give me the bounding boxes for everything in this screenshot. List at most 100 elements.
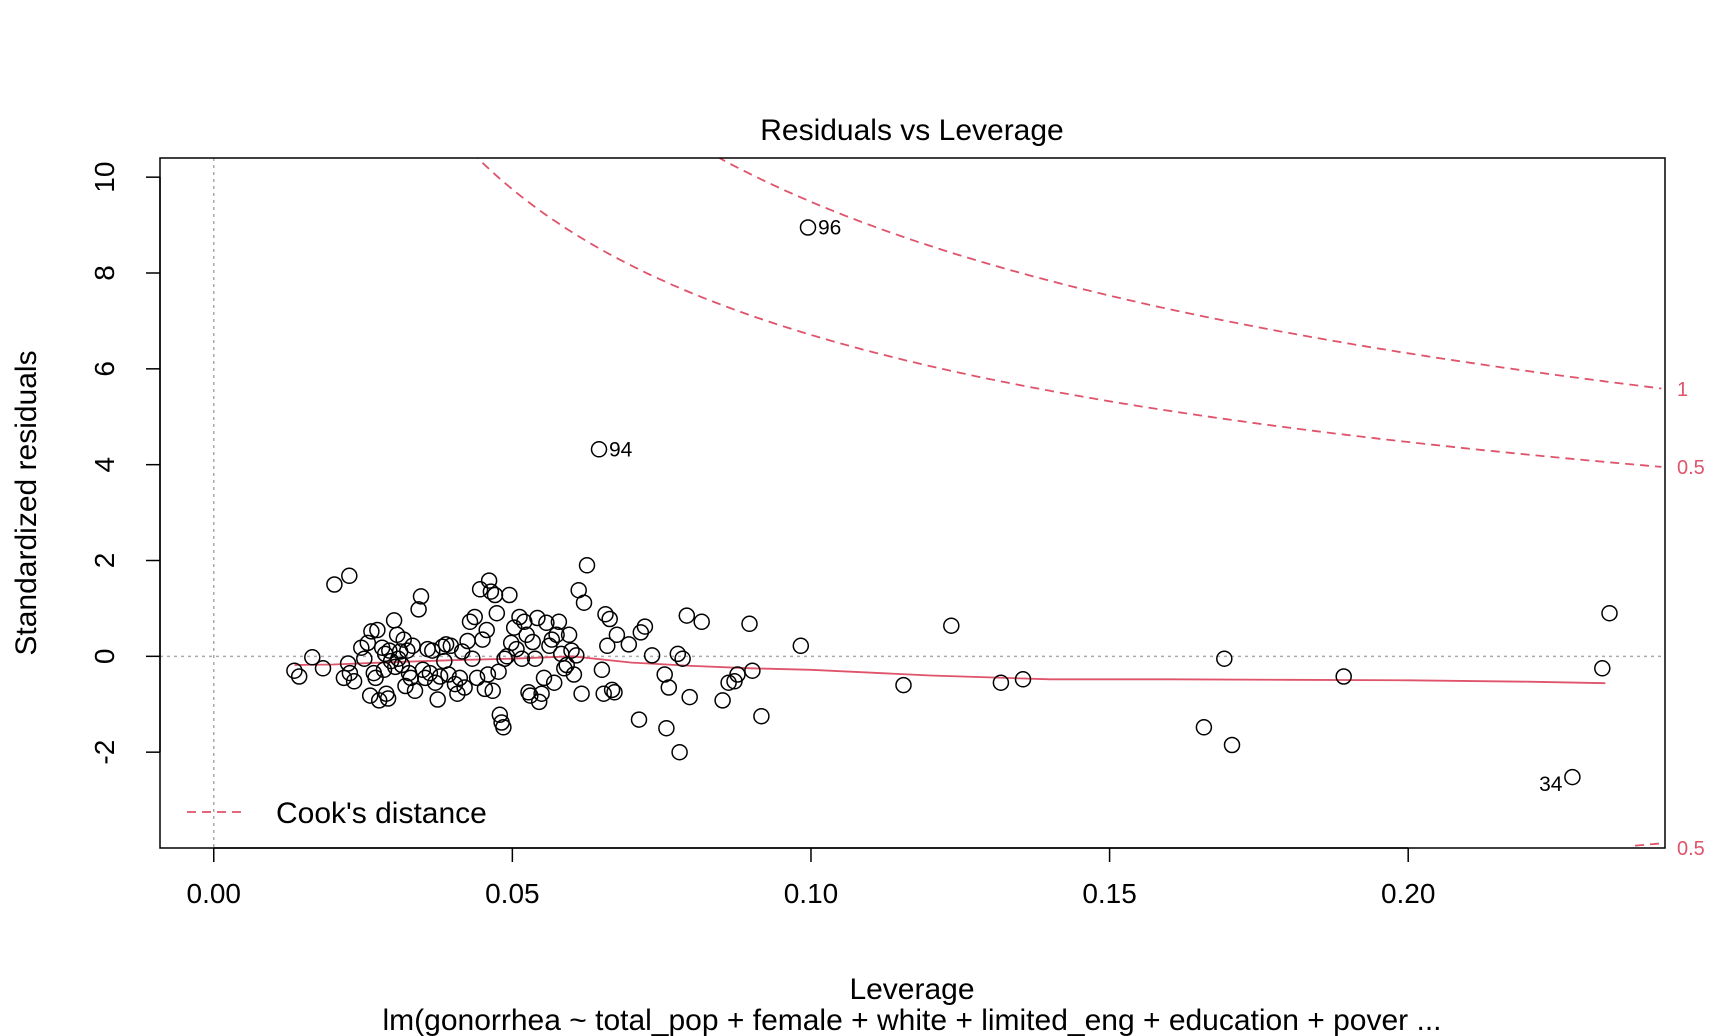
data-point: [385, 612, 403, 629]
cook-distance-curves: [476, 158, 1665, 847]
data-point: [573, 685, 590, 702]
data-point: [508, 640, 525, 658]
data-point: [560, 626, 578, 644]
data-point: [464, 650, 481, 667]
data-point: [511, 608, 528, 626]
cook-level-label: 1: [1677, 379, 1688, 401]
data-point: [556, 660, 573, 677]
data-point: [529, 609, 546, 627]
data-point: [603, 681, 621, 699]
data-point: [304, 649, 321, 666]
data-point: [395, 631, 412, 648]
data-point: [545, 674, 563, 691]
y-tick-label: 10: [89, 162, 120, 193]
data-point: [412, 588, 430, 605]
data-point: [486, 586, 504, 604]
data-point: [530, 693, 548, 711]
data-point: [568, 647, 585, 664]
data-point: [345, 673, 363, 690]
data-point: [451, 669, 469, 687]
data-point: [543, 631, 561, 648]
data-point: [563, 642, 580, 659]
data-point: [674, 650, 691, 667]
data-point: [468, 669, 486, 687]
data-point: [522, 687, 539, 704]
chart-title: Residuals vs Leverage: [760, 114, 1064, 147]
data-point: [361, 687, 379, 704]
cook-contour: [717, 158, 1662, 390]
y-tick-label: 8: [89, 265, 120, 281]
data-point: [461, 613, 479, 631]
x-tick-label: 0.10: [784, 878, 839, 909]
data-point: [356, 650, 373, 667]
data-point: [513, 650, 531, 667]
data-point: [474, 631, 491, 648]
x-tick-label: 0.20: [1381, 878, 1436, 909]
data-point: [565, 666, 583, 683]
y-tick-label: 6: [89, 361, 120, 377]
data-point: [729, 666, 746, 683]
point-labels: 96 94 34: [609, 216, 1563, 796]
legend-label: Cook's distance: [276, 797, 487, 830]
data-point: [480, 572, 498, 589]
data-point: [369, 621, 386, 639]
data-point: [608, 626, 626, 644]
x-axis: 0.00 0.05 0.10 0.15 0.20: [187, 847, 1436, 909]
data-point: [678, 607, 696, 624]
data-point: [524, 633, 541, 651]
data-point: [1594, 660, 1611, 677]
data-point: [471, 581, 489, 598]
data-point: [359, 634, 377, 652]
data-point: [744, 662, 761, 679]
chart-subtitle: lm(gonorrhea ~ total_pop + female + whit…: [383, 1004, 1442, 1036]
data-point: [341, 567, 358, 585]
data-point: [314, 660, 332, 677]
data-point: [671, 743, 688, 761]
data-point: [399, 642, 416, 659]
cook-contour: [476, 158, 1662, 468]
data-point: [379, 690, 397, 707]
data-point: [630, 711, 648, 728]
data-point: [720, 674, 737, 691]
data-point: [1335, 668, 1352, 685]
data-point: [606, 684, 623, 701]
data-point: [466, 608, 483, 626]
data-point: [526, 650, 544, 667]
data-point: [593, 661, 611, 679]
data-point: [1564, 768, 1581, 786]
reference-lines: [160, 158, 1665, 848]
data-point: [669, 645, 687, 663]
data-point: [505, 619, 523, 636]
data-point: [620, 636, 638, 653]
smooth-line-group: [294, 655, 1606, 685]
data-point: [1223, 736, 1241, 754]
data-point: [446, 675, 464, 693]
data-point: [658, 719, 675, 737]
legend: Cook's distance: [187, 797, 487, 830]
y-axis-label: Standardized residuals: [10, 350, 43, 655]
data-point: [799, 219, 817, 236]
data-point: [495, 719, 512, 736]
data-point: [741, 615, 758, 633]
data-point: [427, 674, 444, 691]
data-point: [496, 650, 513, 667]
data-point: [501, 586, 518, 604]
data-point: [660, 679, 678, 696]
y-tick-label: 4: [89, 457, 120, 473]
data-point: [590, 441, 608, 458]
data-point: [397, 677, 414, 695]
data-point: [410, 601, 427, 618]
y-axis: -2 0 2 4 6 8 10: [89, 162, 161, 765]
data-point: [479, 666, 497, 683]
point-label: 94: [609, 438, 633, 461]
data-point: [341, 664, 359, 682]
data-point: [578, 557, 596, 574]
x-axis-label: Leverage: [849, 973, 974, 1006]
data-point: [478, 621, 495, 639]
data-point: [1216, 650, 1233, 667]
data-point: [290, 668, 308, 685]
data-point: [681, 688, 698, 706]
data-point: [992, 674, 1010, 691]
y-tick-label: 2: [89, 553, 120, 569]
